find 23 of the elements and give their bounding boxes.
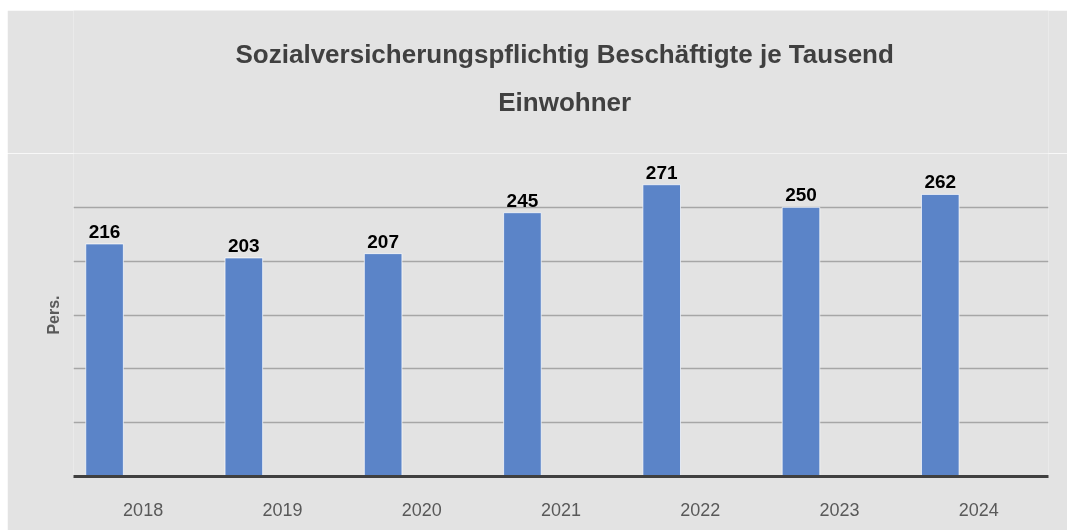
x-tick-label: 2020	[401, 499, 442, 520]
data-label: 271	[645, 161, 678, 183]
bar	[920, 193, 960, 477]
bar	[642, 184, 682, 477]
bar	[503, 212, 542, 477]
x-tick-label: 2022	[680, 499, 721, 520]
data-label: 262	[924, 171, 957, 193]
data-label: 245	[506, 189, 539, 211]
x-tick-label: 2019	[262, 499, 303, 520]
bar	[224, 257, 264, 477]
y-axis-title: Pers.	[44, 295, 62, 335]
x-tick-label: 2018	[123, 499, 164, 520]
data-label: 207	[367, 230, 399, 252]
data-label: 216	[88, 220, 121, 242]
x-tick-label: 2024	[958, 499, 999, 520]
data-label: 250	[785, 184, 817, 206]
bar	[363, 253, 403, 477]
chart-title: Sozialversicherungspflichtig Beschäftigte je Tausend Einwohner	[235, 38, 894, 117]
data-label: 203	[228, 234, 260, 256]
bar	[781, 206, 821, 477]
x-tick-label: 2023	[819, 499, 860, 520]
bar	[85, 243, 124, 477]
x-tick-label: 2021	[540, 499, 582, 520]
